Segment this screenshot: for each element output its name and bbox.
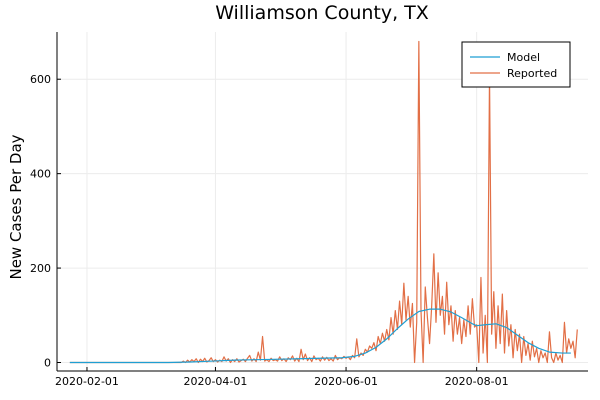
axes bbox=[56, 32, 588, 372]
legend-box bbox=[461, 41, 571, 88]
legend: Model Reported bbox=[461, 41, 571, 88]
y-tick-label: 600 bbox=[30, 73, 51, 86]
x-tick-label: 2020-06-01 bbox=[314, 375, 378, 388]
y-tick-label: 200 bbox=[30, 262, 51, 275]
series-line-model bbox=[69, 308, 571, 364]
y-axis-label: New Cases Per Day bbox=[7, 134, 25, 279]
series-lines bbox=[69, 40, 578, 364]
x-tick-label: 2020-08-01 bbox=[445, 375, 509, 388]
legend-label: Reported bbox=[507, 67, 557, 80]
y-tick-label: 0 bbox=[44, 357, 51, 370]
tick-labels: 2020-02-01 2020-04-01 2020-06-01 2020-08-01… bbox=[30, 73, 509, 388]
y-tick-label: 400 bbox=[30, 168, 51, 181]
x-tick-label: 2020-04-01 bbox=[183, 375, 247, 388]
chart-title: Williamson County, TX bbox=[215, 2, 429, 24]
series-line-reported bbox=[69, 40, 578, 364]
legend-label: Model bbox=[507, 51, 540, 64]
x-tick-label: 2020-02-01 bbox=[55, 375, 119, 388]
